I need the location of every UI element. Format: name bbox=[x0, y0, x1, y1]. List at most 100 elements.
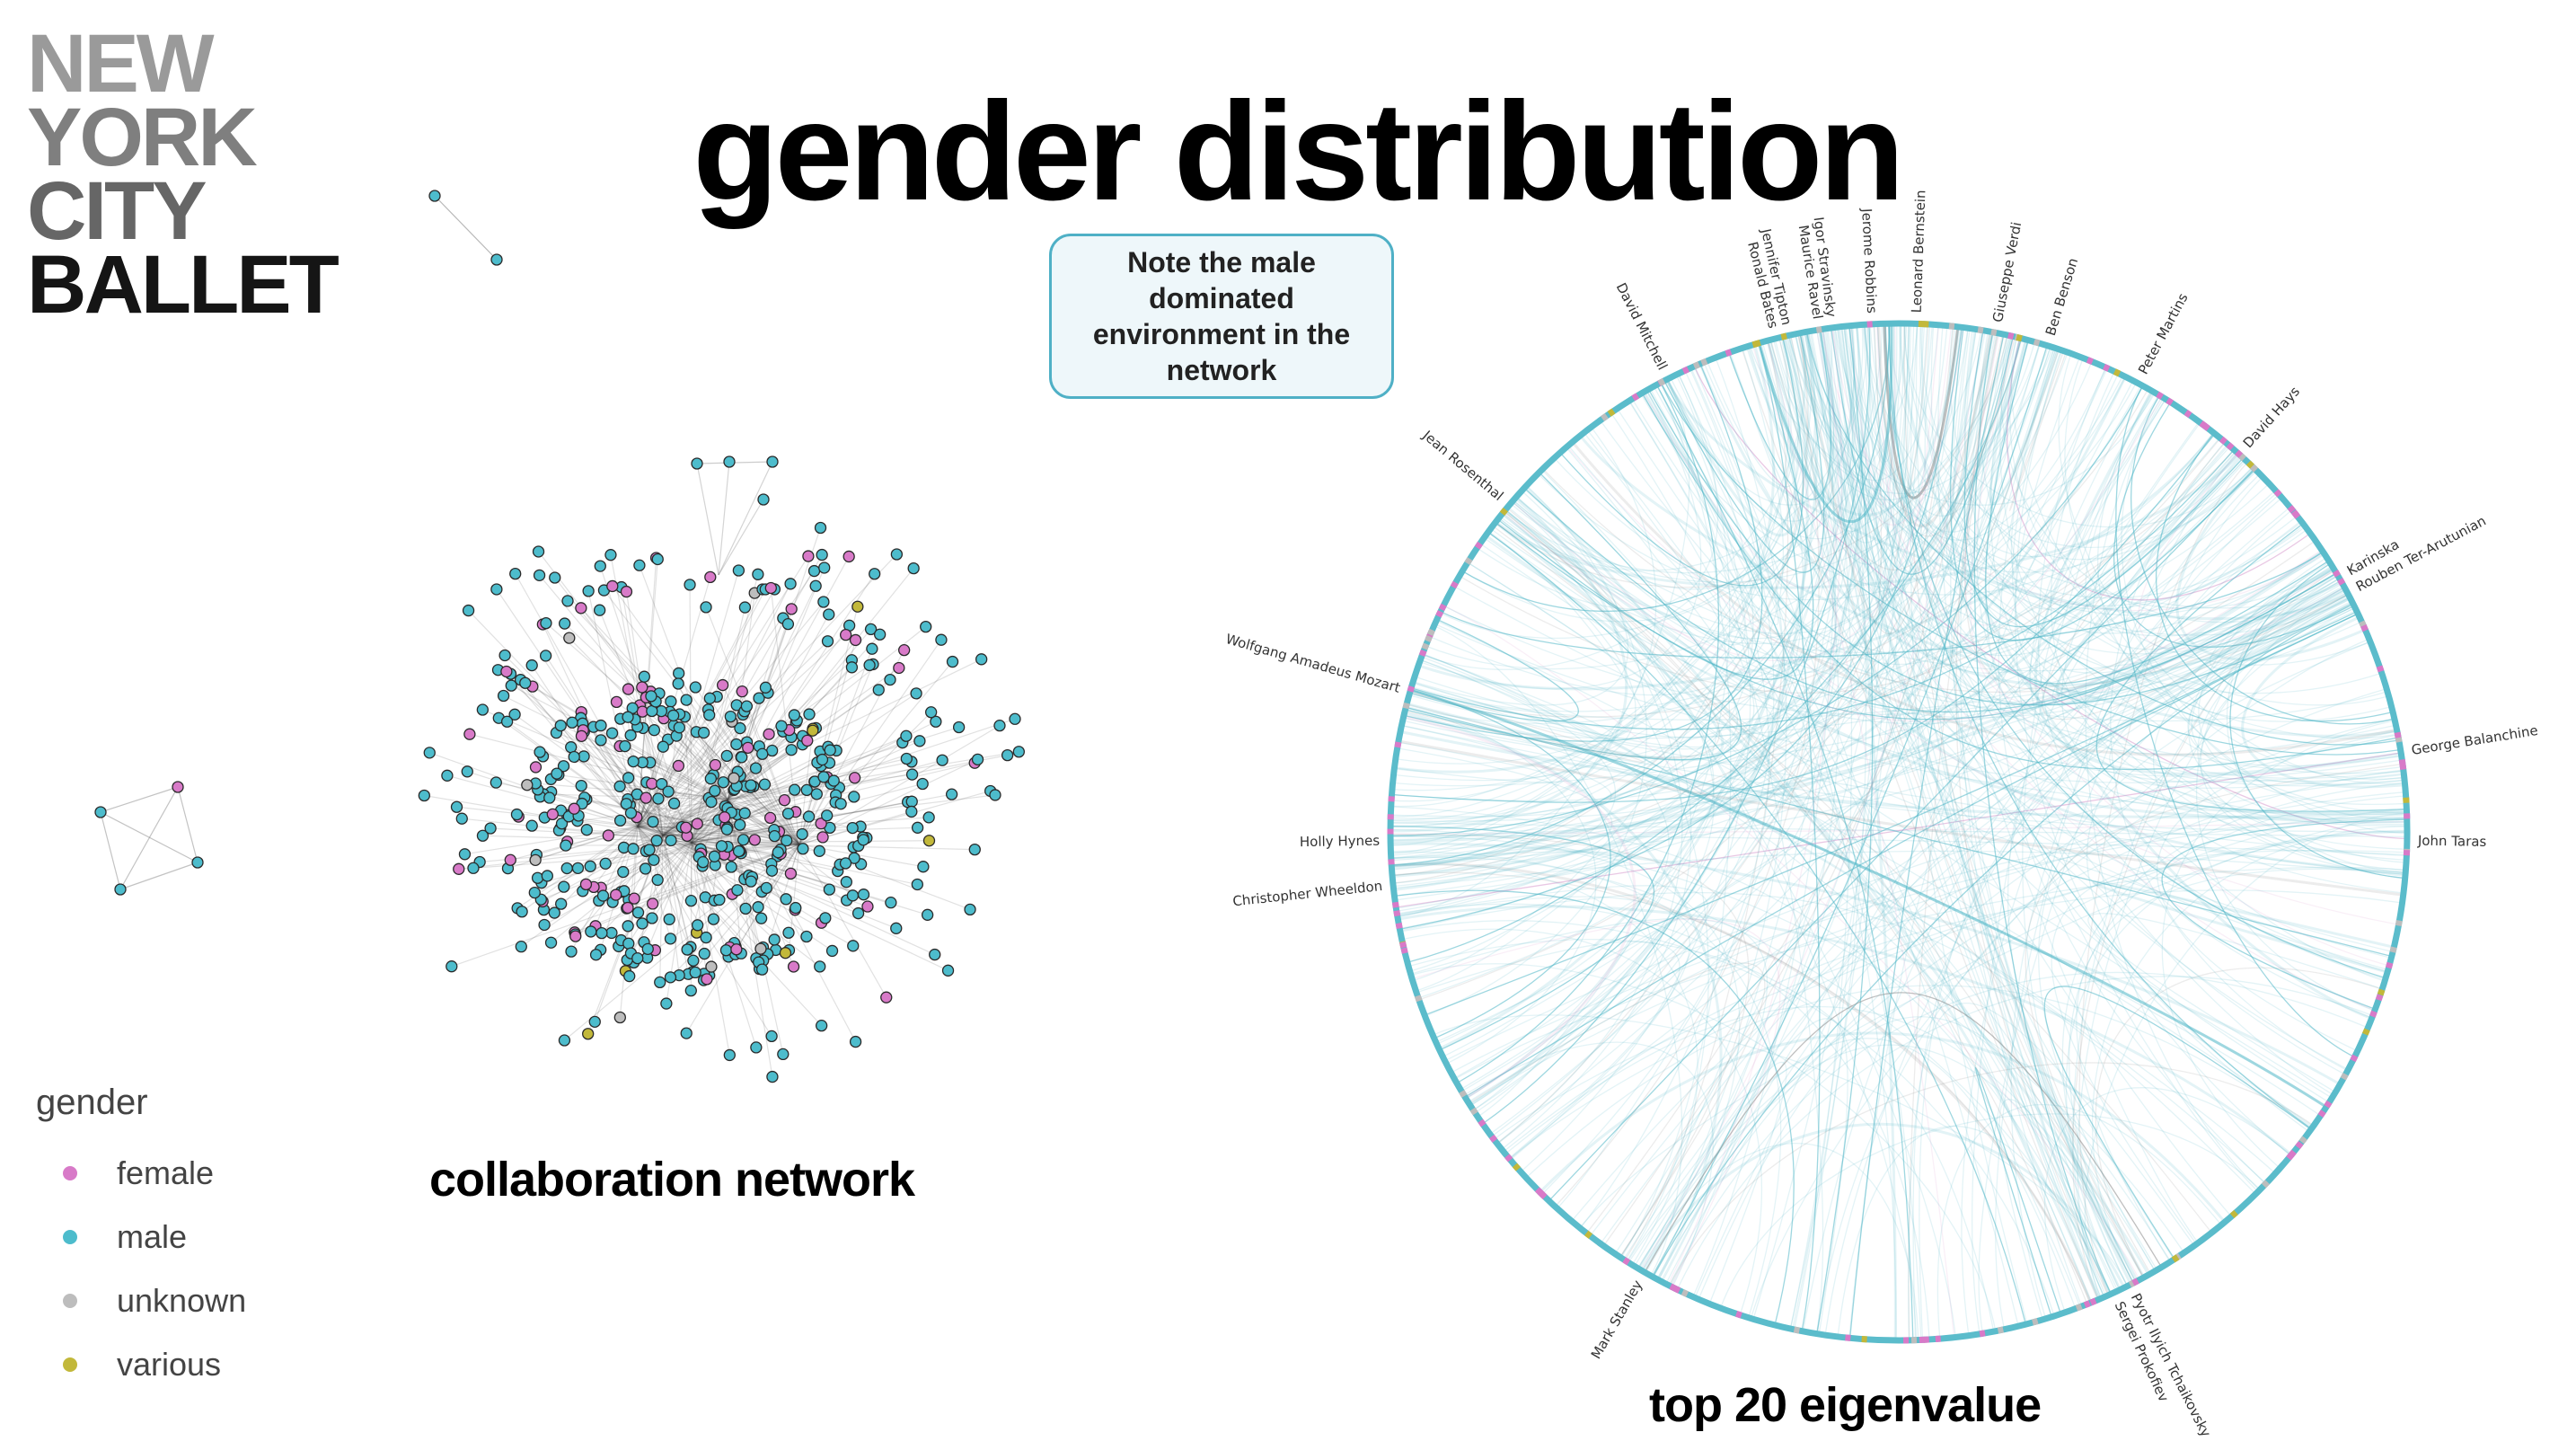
network-node bbox=[851, 906, 865, 920]
chord-link bbox=[1409, 388, 2149, 718]
network-node bbox=[691, 818, 703, 830]
chord-link bbox=[1414, 331, 1837, 738]
chord-link bbox=[2007, 338, 2311, 601]
network-node bbox=[715, 840, 728, 853]
network-node bbox=[605, 727, 619, 739]
chord-link bbox=[2077, 587, 2345, 1299]
chord-link bbox=[1559, 336, 1804, 587]
network-node bbox=[781, 807, 795, 820]
network-node bbox=[723, 1048, 736, 1062]
network-node bbox=[840, 876, 852, 889]
ring-segment bbox=[1499, 508, 1508, 517]
node-label: David Mitchell bbox=[1613, 280, 1671, 373]
network-node bbox=[510, 808, 524, 821]
network-node bbox=[620, 585, 633, 598]
chord-link bbox=[2061, 782, 2405, 1286]
network-node bbox=[565, 945, 578, 958]
network-node bbox=[533, 569, 546, 581]
network-node bbox=[757, 493, 770, 506]
ring-segment bbox=[2298, 1136, 2307, 1145]
chord-link bbox=[1728, 352, 2232, 1217]
network-node bbox=[704, 570, 717, 584]
ring-segment bbox=[1948, 323, 1955, 330]
network-node bbox=[627, 843, 640, 855]
network-node bbox=[490, 253, 503, 266]
ring-segment bbox=[1793, 1326, 1801, 1334]
chord-link bbox=[1468, 818, 2407, 1103]
ring-segment bbox=[2103, 363, 2111, 372]
chord-link bbox=[1507, 324, 1870, 676]
chord-link bbox=[2022, 391, 2154, 1286]
chord-link bbox=[1660, 332, 1998, 1282]
network-node bbox=[557, 760, 570, 773]
chord-link bbox=[1390, 325, 1855, 827]
ring-segment bbox=[2166, 397, 2174, 406]
network-node bbox=[94, 806, 107, 818]
network-node bbox=[763, 728, 775, 740]
network-node bbox=[505, 679, 517, 692]
chord-link bbox=[1390, 826, 1655, 1051]
chord-link bbox=[1390, 851, 1633, 901]
chord-link bbox=[1807, 331, 1862, 618]
network-edge bbox=[727, 799, 771, 818]
chord-link bbox=[1949, 326, 2254, 561]
chord-link bbox=[1845, 325, 2325, 616]
chord-link bbox=[1515, 335, 2012, 634]
chord-link bbox=[2033, 391, 2402, 776]
chord-link bbox=[1866, 324, 2110, 1295]
network-node bbox=[922, 835, 936, 847]
chord-link bbox=[2084, 812, 2407, 1299]
network-edge bbox=[561, 799, 728, 825]
chord-link bbox=[1729, 351, 2330, 1103]
network-node bbox=[666, 709, 680, 722]
network-node bbox=[515, 941, 527, 953]
network-edge bbox=[177, 786, 198, 863]
chord-link bbox=[2130, 394, 2395, 725]
network-node bbox=[588, 1015, 601, 1029]
chord-link bbox=[1752, 323, 1910, 1320]
chord-link bbox=[1789, 326, 1867, 1330]
chord-link bbox=[1409, 618, 1579, 722]
chord-link bbox=[1496, 338, 2023, 1145]
ring-segment bbox=[1474, 541, 1483, 550]
chord-link bbox=[1467, 561, 2157, 1270]
chord-link bbox=[1818, 329, 2394, 953]
chord-link bbox=[1785, 336, 2105, 1297]
network-edge bbox=[718, 461, 773, 576]
chord-link bbox=[1998, 348, 2266, 1185]
chord-link bbox=[2028, 398, 2338, 706]
chord-link bbox=[1391, 871, 2091, 1304]
network-edge bbox=[119, 786, 179, 890]
chord-link bbox=[1501, 513, 1692, 1150]
chord-link bbox=[1396, 588, 2346, 909]
chord-link bbox=[1631, 398, 2166, 665]
chord-link bbox=[1397, 885, 1708, 1092]
network-node bbox=[736, 685, 748, 698]
ring-segment bbox=[2340, 1072, 2349, 1081]
network-node bbox=[455, 812, 468, 825]
network-node bbox=[703, 692, 716, 704]
chord-link bbox=[1390, 332, 1806, 846]
chord-link bbox=[2078, 462, 2249, 1295]
network-node bbox=[815, 1019, 828, 1032]
ring-segment bbox=[2156, 391, 2164, 400]
chord-link bbox=[1883, 323, 2349, 655]
chord-link bbox=[1832, 327, 1897, 1340]
ring-segment bbox=[1478, 1118, 1486, 1127]
network-node bbox=[622, 920, 634, 933]
network-node bbox=[582, 1028, 595, 1040]
chord-link bbox=[1390, 382, 2138, 859]
chord-link bbox=[2007, 451, 2237, 1284]
chord-link bbox=[1463, 1041, 1714, 1288]
network-node bbox=[627, 755, 640, 768]
chord-link bbox=[1410, 607, 2356, 721]
network-node bbox=[595, 734, 607, 747]
chord-link bbox=[1636, 1143, 1919, 1340]
chord-link bbox=[1756, 323, 1893, 532]
ring-segment bbox=[1418, 649, 1427, 657]
chord-link bbox=[1406, 706, 2392, 958]
network-edge bbox=[689, 584, 693, 844]
chord-link bbox=[1963, 329, 2404, 782]
network-node bbox=[708, 850, 721, 862]
chord-link bbox=[1390, 373, 1754, 819]
